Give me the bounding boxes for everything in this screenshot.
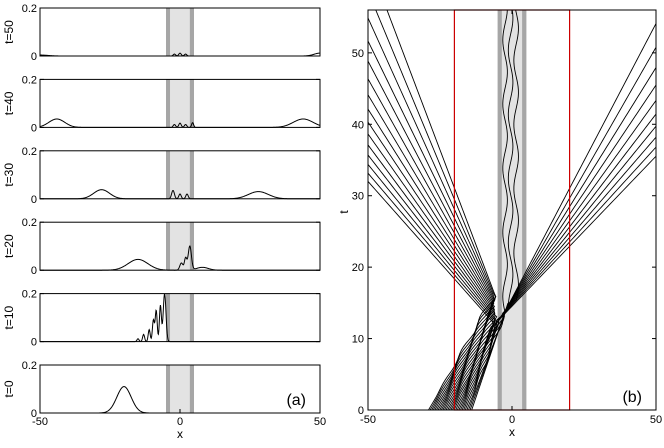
- subplot-label: t=0: [2, 380, 16, 397]
- subplot-label: t=40: [2, 91, 16, 115]
- subplot-label: t=20: [2, 234, 16, 258]
- subplot-label: t=10: [2, 305, 16, 329]
- subplot-frame: [39, 150, 321, 200]
- x-tick-label: 50: [650, 414, 662, 426]
- shaded-region-0: [166, 365, 171, 413]
- y-tick-label: 0.2: [22, 360, 37, 372]
- subplot-label: t=50: [2, 20, 16, 44]
- trajectories: [368, 10, 656, 410]
- subplot-frame: [39, 293, 321, 343]
- x-axis-label: x: [177, 427, 183, 441]
- profile-line: [40, 189, 320, 200]
- y-tick-label: 0: [31, 122, 37, 134]
- y-tick-label: 0: [31, 265, 37, 277]
- shaded-region-1: [501, 10, 523, 410]
- trajectory-line: [368, 60, 494, 410]
- panel-label: (b): [622, 389, 642, 406]
- trajectory-line: [368, 108, 496, 410]
- x-tick-label: -50: [32, 416, 48, 428]
- x-tick-label: 0: [177, 416, 183, 428]
- y-tick-label: 30: [352, 191, 364, 203]
- trajectory-line: [368, 180, 495, 410]
- y-tick-label: 0.2: [22, 289, 37, 301]
- subplot-frame: [39, 7, 321, 57]
- subplot-frame: [39, 78, 321, 128]
- subplot-label: t=30: [2, 163, 16, 187]
- trajectory-line: [464, 46, 656, 410]
- y-axis-label: t: [337, 210, 351, 214]
- trajectory-line: [452, 155, 656, 410]
- shaded-region-1: [170, 365, 190, 413]
- trajectory-line: [368, 93, 496, 410]
- shaded-region-2: [189, 365, 194, 413]
- y-tick-label: 0.2: [22, 3, 37, 15]
- shaded-region-2: [189, 8, 194, 56]
- trajectory-line: [456, 125, 656, 410]
- shaded-region-2: [189, 222, 194, 271]
- shaded-region-1: [170, 293, 190, 342]
- shaded-region-2: [189, 79, 194, 128]
- shaded-region-2: [189, 293, 194, 342]
- subplot-frame: [39, 221, 321, 271]
- trajectory-line: [466, 22, 656, 410]
- y-tick-label: 0: [31, 194, 37, 206]
- panel-label: (a): [286, 392, 306, 409]
- trajectory-line: [463, 66, 656, 410]
- trajectory-line: [368, 77, 495, 410]
- shaded-region-0: [166, 8, 171, 56]
- subplot-t=0: 0 0.2 t=0: [2, 360, 321, 420]
- trajectory-line: [471, 10, 519, 410]
- shaded-region-0: [166, 222, 171, 271]
- shaded-region-0: [166, 293, 171, 342]
- subplot-t=10: 0 0.2 t=10: [2, 289, 321, 349]
- y-tick-label: 0: [31, 51, 37, 63]
- trajectory-line: [455, 136, 656, 410]
- shaded-region-0: [166, 150, 171, 199]
- shaded-region-1: [170, 79, 190, 128]
- shaded-region-0: [166, 79, 171, 128]
- trajectory-line: [375, 10, 496, 410]
- y-tick-label: 0.2: [22, 146, 37, 158]
- subplot-t=50: 0 0.2 t=50: [2, 3, 321, 63]
- subplot-t=20: 0 0.2 t=20: [2, 217, 321, 277]
- trajectory-line: [453, 146, 656, 410]
- x-tick-label: -50: [360, 414, 376, 426]
- shaded-region-2: [522, 10, 527, 410]
- subplot-t=40: 0 0.2 t=40: [2, 74, 321, 134]
- x-tick-label: 0: [509, 414, 515, 426]
- trajectory-line: [368, 121, 496, 410]
- y-tick-label: 0: [31, 337, 37, 349]
- y-tick-label: 20: [352, 262, 364, 274]
- y-tick-label: 0: [31, 408, 37, 420]
- trajectory-line: [458, 113, 656, 410]
- trajectory-line: [368, 154, 497, 410]
- y-tick-label: 40: [352, 119, 364, 131]
- shaded-region-1: [170, 8, 190, 56]
- x-tick-label: 50: [314, 416, 326, 428]
- shaded-region-1: [170, 222, 190, 271]
- trajectory-line: [368, 163, 496, 410]
- y-tick-label: 10: [352, 334, 364, 346]
- y-tick-label: 0.2: [22, 74, 37, 86]
- y-tick-label: 0: [358, 405, 364, 417]
- trajectory-line: [368, 39, 495, 410]
- subplot-t=30: 0 0.2 t=30: [2, 146, 321, 206]
- y-tick-label: 50: [352, 48, 364, 60]
- trajectory-line: [368, 172, 494, 410]
- shaded-region-1: [170, 150, 190, 199]
- trajectory-line: [386, 10, 497, 410]
- shaded-region-2: [189, 150, 194, 199]
- y-tick-label: 0.2: [22, 217, 37, 229]
- x-axis-label: x: [509, 425, 515, 439]
- panel-a: 0 0.2 t=50 0 0.2 t=40 0 0.2 t=30 0 0.2 t=20 0 0.2 t=10…: [2, 3, 326, 441]
- shaded-region-0: [497, 10, 502, 410]
